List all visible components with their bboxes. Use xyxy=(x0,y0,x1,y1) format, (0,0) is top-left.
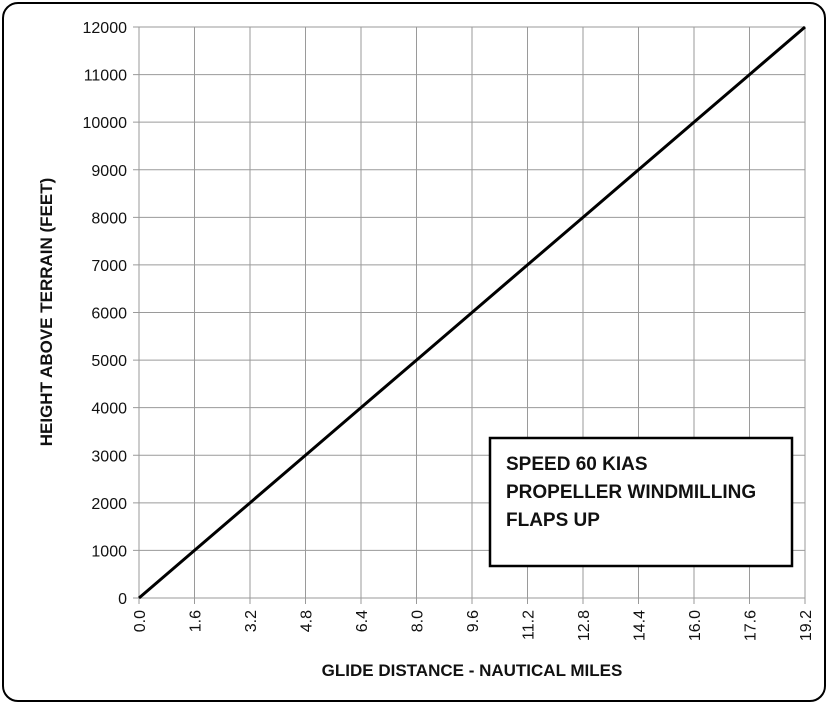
x-tick-label: 16.0 xyxy=(687,610,704,641)
annotation-line: SPEED 60 KIAS xyxy=(506,454,648,475)
y-tick-label: 4000 xyxy=(91,401,127,418)
annotation-line: FLAPS UP xyxy=(506,510,600,531)
y-tick-label: 1000 xyxy=(91,543,127,560)
annotation-line: PROPELLER WINDMILLING xyxy=(506,482,756,503)
y-tick-label: 5000 xyxy=(91,353,127,370)
x-tick-label: 19.2 xyxy=(798,610,815,641)
y-tick-label: 11000 xyxy=(84,68,127,85)
x-tick-label: 12.8 xyxy=(576,610,593,641)
x-tick-label: 17.6 xyxy=(743,610,760,641)
y-axis-ticks: 0 1000 2000 3000 4000 5000 6000 7000 8000 9000 100… xyxy=(83,20,128,608)
chart-frame xyxy=(2,2,826,702)
annotation-box: SPEED 60 KIAS PROPELLER WINDMILLING FLAP… xyxy=(488,436,794,568)
y-tick-label: 2000 xyxy=(91,496,127,513)
annotation-border xyxy=(488,436,794,568)
plot-border xyxy=(138,26,806,599)
series-line xyxy=(138,25,806,600)
x-tick-label: 6.4 xyxy=(354,610,371,632)
y-tick-label: 3000 xyxy=(91,448,127,465)
y-tick-label: 8000 xyxy=(91,210,127,227)
y-tick-label: 6000 xyxy=(91,306,127,323)
y-tick-label: 9000 xyxy=(91,163,127,180)
x-axis-title: GLIDE DISTANCE - NAUTICAL MILES xyxy=(322,661,623,680)
series-layer xyxy=(138,25,806,600)
x-tick-label: 9.6 xyxy=(465,610,482,632)
y-tick-label: 12000 xyxy=(83,20,128,37)
x-tick-label: 8.0 xyxy=(410,610,427,632)
x-tick-label: 11.2 xyxy=(521,610,538,640)
x-axis-ticks: 0.0 1.6 3.2 4.8 6.4 8.0 9.6 11.2 12.8 14.4 16.0 17.… xyxy=(132,610,815,641)
y-tick-label: 10000 xyxy=(83,115,128,132)
x-tick-label: 14.4 xyxy=(632,610,649,641)
x-tick-label: 0.0 xyxy=(132,610,149,632)
y-tick-label: 0 xyxy=(118,591,127,608)
x-tick-label: 4.8 xyxy=(299,610,316,632)
x-tick-label: 3.2 xyxy=(243,610,260,632)
x-tick-label: 1.6 xyxy=(188,610,205,632)
y-tick-label: 7000 xyxy=(91,258,127,275)
y-axis-title: HEIGHT ABOVE TERRAIN (FEET) xyxy=(37,178,56,447)
